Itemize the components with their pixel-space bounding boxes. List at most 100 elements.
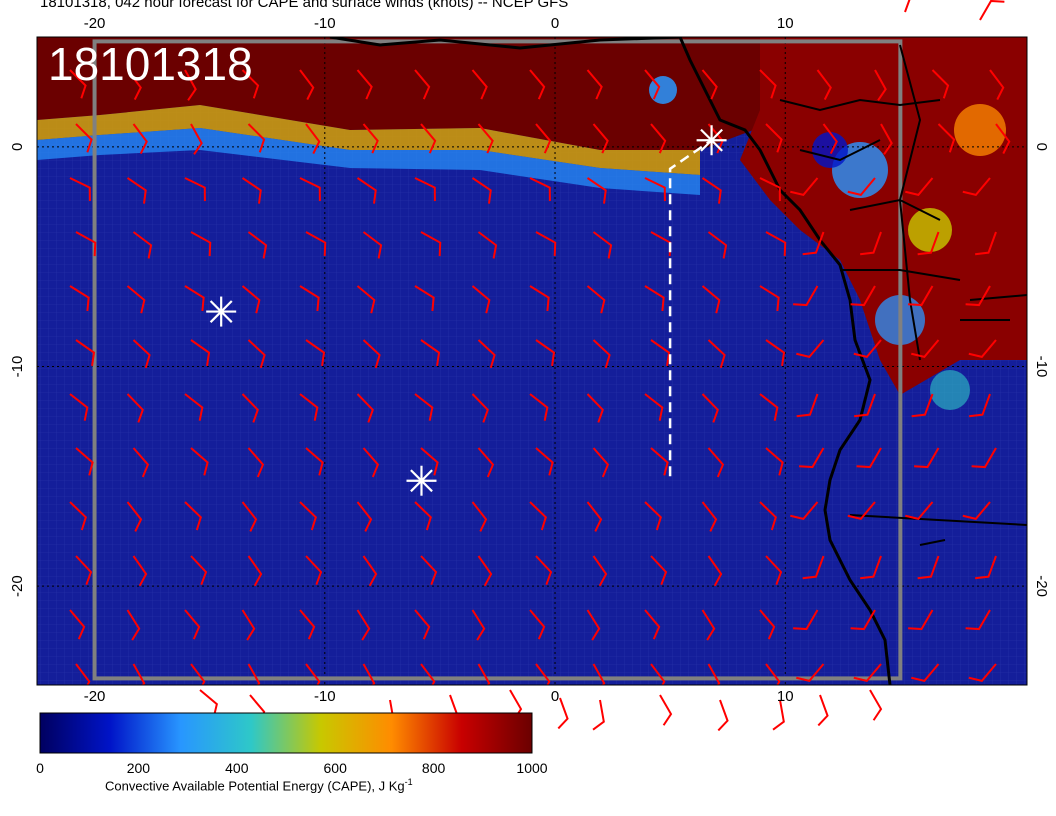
- wind-barb: [362, 447, 380, 478]
- wind-barb-outside: [869, 689, 883, 721]
- north-coastline: [329, 37, 681, 50]
- inner-domain-box: [92, 39, 903, 681]
- barb-staff: [305, 231, 327, 257]
- lat-tick-left: 0: [9, 143, 26, 151]
- barb-staff: [477, 555, 493, 587]
- barb-staff: [592, 555, 608, 587]
- wind-barb: [69, 609, 86, 640]
- barb-staff: [765, 555, 783, 586]
- wind-barb: [707, 339, 726, 369]
- wind-barb: [75, 123, 93, 153]
- wind-barb: [305, 447, 324, 476]
- barb-staff: [790, 177, 819, 196]
- barb-staff: [126, 69, 142, 101]
- wind-barb: [190, 447, 209, 476]
- lon-tick-bottom: 0: [551, 688, 559, 705]
- wind-barb: [471, 501, 488, 532]
- wind-barb: [75, 339, 96, 367]
- lat-tick-right: -20: [1033, 575, 1050, 597]
- barb-staff: [529, 501, 547, 531]
- barb-staff: [305, 447, 324, 476]
- barb-staff: [414, 69, 431, 100]
- barb-staff: [592, 447, 610, 478]
- wind-barb: [126, 609, 141, 641]
- wind-barb: [644, 501, 662, 531]
- barb-staff: [190, 231, 212, 257]
- barb-staff: [362, 339, 381, 369]
- barb-staff: [707, 231, 728, 259]
- barb-staff: [905, 501, 934, 520]
- barb-staff: [650, 555, 668, 586]
- barb-staff: [420, 123, 437, 154]
- barb-staff: [707, 339, 726, 369]
- wind-barb: [822, 123, 838, 155]
- barb-staff: [802, 555, 825, 580]
- barb-staff: [880, 123, 893, 155]
- wind-barb: [586, 69, 603, 100]
- barb-staff: [854, 393, 876, 418]
- barb-staff: [650, 339, 671, 367]
- barb-staff: [190, 447, 209, 476]
- barb-staff: [847, 177, 876, 196]
- barb-staff: [796, 663, 825, 682]
- wind-barb: [241, 177, 262, 204]
- barb-staff: [299, 609, 316, 640]
- barb-staff: [592, 663, 606, 685]
- barb-staff: [853, 663, 882, 682]
- wind-barb: [586, 501, 603, 532]
- barb-staff: [644, 501, 662, 531]
- wind-barb: [184, 501, 202, 531]
- barb-staff: [962, 177, 991, 196]
- barb-staff: [644, 69, 661, 100]
- marker-stroke: [209, 300, 233, 323]
- wind-barb: [701, 393, 719, 423]
- colorbar-tick-label: 600: [323, 760, 347, 776]
- wind-barb: [854, 393, 876, 418]
- barb-staff: [414, 177, 436, 202]
- barb-staff: [477, 447, 495, 478]
- wind-barb: [707, 447, 725, 478]
- wind-barb: [937, 123, 956, 153]
- wind-barb: [190, 663, 206, 685]
- wind-barb: [644, 393, 664, 421]
- barb-staff: [299, 285, 320, 312]
- wind-barb-outside: [817, 694, 829, 727]
- barb-staff: [356, 393, 374, 423]
- barb-staff: [69, 69, 87, 99]
- wind-barb: [132, 123, 148, 155]
- barb-staff: [126, 393, 144, 423]
- barb-staff: [790, 501, 819, 520]
- wind-barb: [299, 393, 319, 421]
- barb-staff: [132, 447, 150, 478]
- barb-staff: [793, 609, 819, 631]
- wind-barb: [905, 177, 934, 196]
- wind-barb: [299, 69, 315, 101]
- wind-barb: [356, 501, 373, 532]
- wind-barb: [971, 447, 997, 469]
- wind-barb: [853, 663, 882, 682]
- barb-staff: [535, 231, 557, 257]
- barb-staff: [975, 555, 997, 580]
- barb-staff: [701, 69, 718, 100]
- barb-staff: [659, 694, 673, 726]
- barb-staff: [650, 123, 667, 154]
- barb-staff: [184, 177, 206, 202]
- barb-staff: [75, 663, 91, 685]
- wind-barb: [126, 393, 144, 423]
- wind-barb: [535, 231, 557, 257]
- barb-staff: [471, 285, 491, 314]
- wind-barb: [362, 231, 383, 259]
- wind-barb: [650, 339, 671, 367]
- wind-barb: [759, 69, 777, 99]
- wind-barb: [471, 69, 488, 100]
- wind-barb: [299, 501, 317, 531]
- wind-barb: [793, 285, 819, 307]
- wind-barb: [132, 555, 148, 587]
- wind-barb: [471, 393, 489, 423]
- barb-staff: [75, 447, 94, 476]
- wind-barb: [707, 231, 728, 259]
- wind-barb: [975, 555, 997, 580]
- wind-barb: [759, 177, 781, 202]
- wind-barb: [477, 123, 494, 154]
- wind-barb: [471, 609, 486, 641]
